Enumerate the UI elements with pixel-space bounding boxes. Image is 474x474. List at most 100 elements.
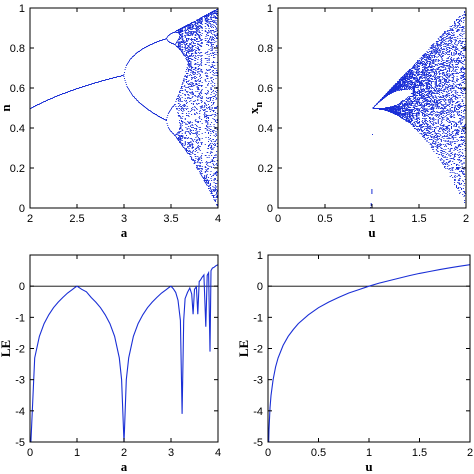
bifurcation-u-point (432, 66, 434, 67)
bifurcation-u-point (413, 94, 415, 95)
bifurcation-u-point (428, 58, 430, 59)
bifurcation-u-point (419, 60, 420, 61)
bifurcation-a-point (191, 29, 193, 30)
bifurcation-u-point (409, 113, 411, 114)
bifurcation-a-point (179, 135, 181, 136)
bifurcation-u-point (435, 85, 437, 86)
bifurcation-a-point (191, 122, 193, 123)
bifurcation-u-point (400, 87, 402, 88)
bifurcation-a-point (190, 141, 192, 142)
bifurcation-u-point (426, 102, 428, 103)
bifurcation-u-point (432, 98, 434, 99)
bifurcation-u-point (393, 108, 395, 109)
bifurcation-u-point (395, 105, 397, 106)
bifurcation-u-point (378, 108, 380, 109)
bifurcation-a-point (207, 51, 209, 52)
bifurcation-a-point (200, 174, 202, 175)
bifurcation-a-point (183, 106, 185, 107)
bifurcation-u-point (420, 105, 422, 106)
bifurcation-u-point (434, 71, 436, 72)
bifurcation-a-point (72, 90, 73, 91)
bifurcation-a-point (189, 43, 191, 44)
bifurcation-u-point (420, 85, 422, 86)
bifurcation-a-point (213, 96, 215, 97)
bifurcation-a-point (177, 100, 179, 101)
bifurcation-a-point (187, 142, 189, 143)
bifurcation-a-point (216, 180, 218, 181)
bifurcation-u-point (435, 133, 437, 134)
bifurcation-u-point (431, 104, 433, 105)
bifurcation-u-point (397, 84, 399, 85)
bifurcation-u-point (409, 81, 410, 82)
bifurcation-u-point (434, 79, 436, 80)
bifurcation-u-point (399, 104, 401, 105)
bifurcation-a-point (198, 22, 200, 23)
bifurcation-a-point (194, 162, 196, 163)
bifurcation-a-point (196, 166, 198, 167)
bifurcation-a-point (188, 27, 190, 28)
bifurcation-u-point (406, 101, 408, 102)
bifurcation-u-point (413, 103, 415, 104)
bifurcation-u-point (411, 103, 413, 104)
bifurcation-u-point (426, 108, 428, 109)
bifurcation-a-point (172, 106, 174, 107)
bifurcation-a-point (214, 73, 216, 74)
bifurcation-u-point (437, 112, 439, 113)
bifurcation-u-point (407, 100, 409, 101)
bifurcation-u-point (417, 99, 419, 100)
bifurcation-u-point (417, 102, 419, 103)
bifurcation-a-point (182, 41, 184, 42)
bifurcation-a-point (83, 86, 85, 87)
bifurcation-a-point (204, 177, 206, 178)
bifurcation-a-point (212, 46, 214, 47)
bifurcation-u-point (433, 59, 435, 60)
bifurcation-a-point (206, 117, 208, 118)
bifurcation-a-point (188, 38, 190, 39)
bifurcation-a-point (208, 42, 210, 43)
bifurcation-u-point (432, 79, 434, 80)
bifurcation-a-point (86, 85, 88, 86)
bifurcation-a-point (212, 24, 214, 25)
bifurcation-u-point (409, 97, 410, 98)
bifurcation-a-point (188, 56, 190, 57)
bifurcation-a-point (211, 110, 213, 111)
bifurcation-u-point (408, 85, 410, 86)
bifurcation-u-point (427, 74, 429, 75)
bifurcation-u-point (427, 138, 429, 139)
bifurcation-u-point (432, 76, 434, 77)
bifurcation-a-point (184, 144, 186, 145)
bifurcation-u-point (434, 135, 436, 136)
bifurcation-u-point (400, 89, 402, 90)
bifurcation-u-point (414, 128, 415, 129)
bifurcation-a-point (186, 55, 187, 56)
bifurcation-u-point (437, 41, 439, 42)
bifurcation-a-point (180, 126, 182, 127)
bifurcation-u-point (427, 75, 429, 76)
bifurcation-a-point (207, 21, 209, 22)
bifurcation-a-point (213, 158, 214, 159)
bifurcation-u-point (423, 116, 425, 117)
bifurcation-a-point (179, 43, 181, 44)
bifurcation-u-point (396, 86, 398, 87)
bifurcation-a-point (214, 52, 216, 53)
bifurcation-a-point (187, 27, 189, 28)
bifurcation-u-point (433, 118, 435, 119)
bifurcation-u-point (404, 74, 405, 75)
bifurcation-u-point (396, 109, 398, 110)
bifurcation-a-point (208, 28, 210, 29)
bifurcation-u-point (437, 76, 439, 77)
bifurcation-u-point (419, 92, 420, 93)
bifurcation-a-point (200, 22, 202, 23)
bifurcation-u-point (430, 70, 432, 71)
bifurcation-u-point (439, 70, 441, 71)
bifurcation-u-point (394, 84, 396, 85)
bifurcation-u-point (383, 97, 385, 98)
bifurcation-a-point (177, 40, 179, 41)
bifurcation-a-point (192, 127, 194, 128)
bifurcation-u-point (415, 81, 417, 82)
bifurcation-a-point (178, 133, 180, 134)
bifurcation-a-point (209, 107, 211, 108)
bifurcation-u-point (416, 85, 418, 86)
bifurcation-a-point (206, 17, 208, 18)
bifurcation-a-point (188, 128, 190, 129)
